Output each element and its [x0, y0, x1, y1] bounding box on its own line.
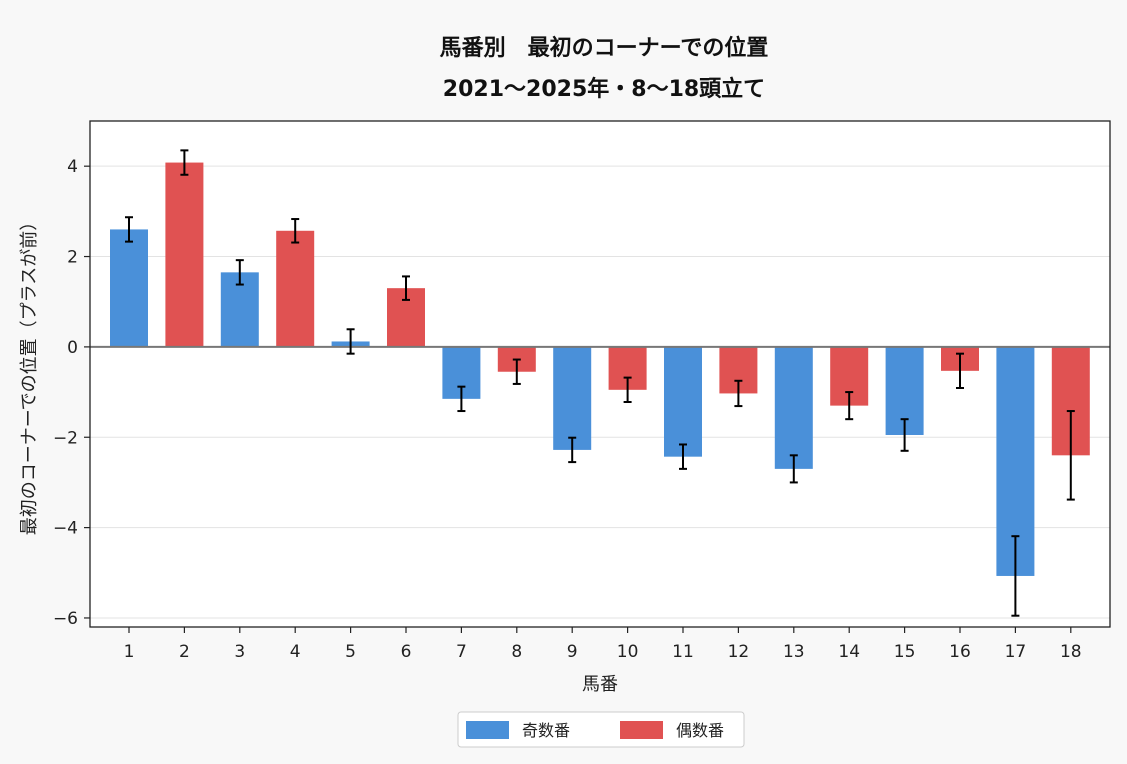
legend-swatch-odd — [466, 721, 509, 739]
x-tick-label: 3 — [234, 642, 245, 662]
y-tick-label: 4 — [67, 157, 78, 177]
legend-label-odd: 奇数番 — [522, 721, 570, 740]
x-tick-label: 8 — [511, 642, 522, 662]
y-tick-label: 2 — [67, 248, 78, 268]
x-tick-label: 9 — [567, 642, 578, 662]
x-tick-label: 10 — [617, 642, 639, 662]
plot-background — [90, 121, 1110, 627]
x-tick-label: 5 — [345, 642, 356, 662]
x-tick-label: 11 — [672, 642, 694, 662]
legend: 奇数番 偶数番 — [457, 711, 745, 748]
bar — [774, 346, 813, 469]
x-tick-label: 4 — [290, 642, 301, 662]
y-tick-label: −6 — [53, 609, 78, 629]
plot-frame — [89, 120, 1111, 628]
gridlines — [90, 165, 1110, 619]
x-tick-label: 7 — [456, 642, 467, 662]
x-tick-label: 6 — [401, 642, 412, 662]
chart-title-line-1: 馬番別 最初のコーナーでの位置 — [440, 35, 769, 61]
y-tick-label: −4 — [53, 519, 78, 539]
x-tick-label: 14 — [838, 642, 860, 662]
x-axis-ticks: 1 2 3 4 5 6 7 8 9 10 11 12 13 14 15 16 17 18 — [124, 627, 1082, 662]
legend-swatch-even — [620, 721, 663, 739]
plot-area — [89, 120, 1111, 628]
bar — [165, 162, 204, 347]
legend-box — [457, 711, 745, 748]
y-axis-label: 最初のコーナーでの位置（プラスが前） — [19, 213, 40, 536]
bar — [553, 346, 592, 450]
bar — [664, 346, 702, 457]
chart-title-line-2: 2021〜2025年・8〜18頭立て — [443, 76, 765, 102]
x-tick-label: 16 — [949, 642, 971, 662]
y-tick-label: −2 — [53, 428, 78, 448]
x-tick-label: 18 — [1060, 642, 1082, 662]
bars — [110, 162, 1090, 576]
legend-label-even: 偶数番 — [676, 721, 724, 740]
bar — [110, 229, 148, 347]
x-tick-label: 12 — [728, 642, 750, 662]
x-axis-label: 馬番 — [582, 674, 618, 695]
bar — [276, 230, 315, 347]
x-tick-label: 15 — [894, 642, 916, 662]
x-tick-label: 1 — [124, 642, 135, 662]
y-axis-ticks: −6 −4 −2 0 2 4 — [53, 157, 90, 629]
x-tick-label: 2 — [179, 642, 190, 662]
error-bars — [125, 149, 1075, 617]
y-tick-label: 0 — [67, 338, 78, 358]
x-tick-label: 17 — [1005, 642, 1027, 662]
x-tick-label: 13 — [783, 642, 805, 662]
